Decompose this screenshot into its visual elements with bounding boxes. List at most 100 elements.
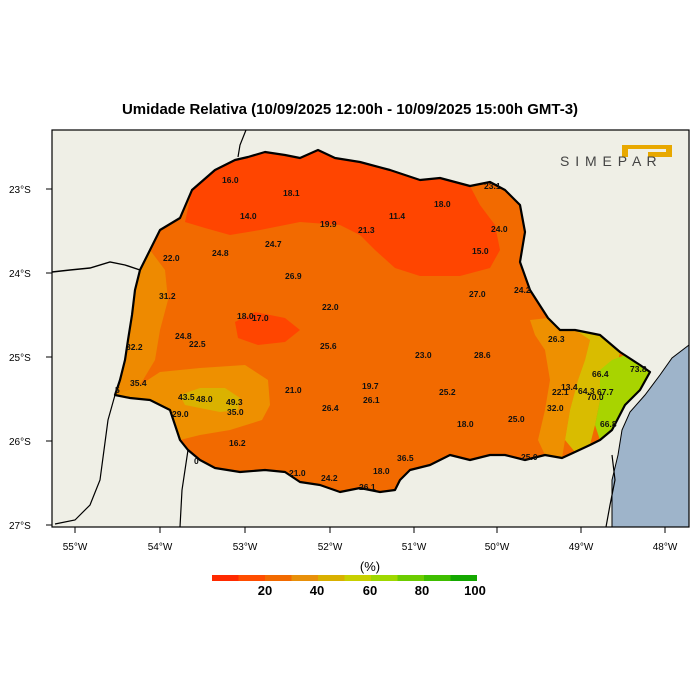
station-value: 64.3 [578,386,595,396]
station-value: 70.0 [587,392,604,402]
station-value: 25.6 [320,341,337,351]
lon-label: 49°W [569,542,594,553]
station-value: 48.0 [196,394,213,404]
colorbar-swatch [318,575,345,581]
station-value: 24.0 [491,224,508,234]
station-value: 24.8 [212,248,229,258]
station-value: 25.0 [508,414,525,424]
station-value: 21.3 [358,225,375,235]
station-value: 22.5 [189,339,206,349]
neighbor-border-south [179,449,189,528]
lon-label: 54°W [148,542,173,553]
parana-state [115,150,650,492]
station-value: 18.0 [237,311,254,321]
station-value: 19.9 [320,219,337,229]
station-value: 19.7 [362,381,379,391]
simepar-logo: S I M E P A R [560,145,672,169]
station-value: 73.8 [630,364,647,374]
colorbar-swatch [450,575,477,581]
station-value: 22.1 [552,387,569,397]
station-value: 24.2 [514,285,531,295]
colorbar-label: 100 [464,583,486,598]
region-north-low [185,150,500,276]
station-value: 24.7 [265,239,282,249]
station-value: 26.4 [322,403,339,413]
colorbar-label: 60 [363,583,377,598]
colorbar-swatch [291,575,318,581]
station-value: 25.0 [521,452,538,462]
station-value: 18.1 [283,188,300,198]
colorbar-labels: 20 40 60 80 100 [258,583,486,598]
colorbar-swatch [397,575,424,581]
station-values: 16.0 18.1 14.0 19.9 21.3 11.4 18.0 23.1 … [115,175,647,492]
station-value: 28.6 [474,350,491,360]
neighbor-border-southwest [54,394,116,525]
station-value: 24.8 [175,331,192,341]
region-east-yellow [565,330,620,452]
station-value: 21.0 [289,468,306,478]
colorbar [212,575,477,581]
map-title: Umidade Relativa (10/09/2025 12:00h - 10… [121,101,579,118]
logo-text: S I M E P A R [560,153,658,169]
lon-label: 53°W [233,542,258,553]
station-value: 31.2 [159,291,176,301]
station-value: 16.0 [222,175,239,185]
neighbor-border-north [237,129,247,158]
colorbar-label: 20 [258,583,272,598]
lat-label: 26°S [9,437,31,448]
station-value: 43.5 [178,392,195,402]
lon-label: 50°W [485,542,510,553]
lon-label: 51°W [402,542,427,553]
station-value: 22.0 [322,302,339,312]
station-value: 11.4 [389,211,405,221]
station-value: 26.3 [548,334,565,344]
colorbar-swatch [344,575,371,581]
station-value: 66.4 [592,369,609,379]
state-border [113,148,652,494]
colorbar-swatch [212,575,239,581]
coastline [611,344,690,527]
station-value: 35.4 [130,378,147,388]
lat-label: 27°S [9,521,31,532]
colorbar-swatch [265,575,292,581]
station-value: 26.9 [285,271,302,281]
lon-label: 55°W [63,542,88,553]
region-east-mid [530,318,590,458]
neighbor-border-west [51,261,141,273]
region-southwest-yellow [180,388,240,412]
station-value: 27.0 [469,289,486,299]
station-value: 23.0 [415,350,432,360]
lon-label: 48°W [653,542,678,553]
station-value: 24.2 [321,473,338,483]
colorbar-unit: (%) [359,559,381,574]
lat-label: 25°S [9,353,31,364]
station-value: 35.0 [227,407,244,417]
station-value: 22.0 [163,253,180,263]
station-value: 0 [194,456,199,466]
station-value: 23.1 [484,181,501,191]
station-value: 66.8 [600,419,617,429]
station-value: 18.0 [373,466,390,476]
station-value: 16.2 [229,438,246,448]
region-center-low [235,312,300,345]
station-value: 67.7 [597,387,614,397]
region-coast-green [595,355,650,440]
station-value: 21.0 [285,385,302,395]
lon-label: 52°W [318,542,343,553]
map-frame [51,129,690,528]
colorbar-swatch [238,575,265,581]
station-value: 26.1 [359,482,376,492]
station-value: 36.5 [397,453,414,463]
station-value: 49.3 [226,397,243,407]
ocean [612,345,689,527]
station-value: 15.0 [472,246,489,256]
lat-label: 23°S [9,185,31,196]
region-west [115,250,168,395]
colorbar-label: 40 [310,583,324,598]
lat-label: 24°S [9,269,31,280]
station-value: 18.0 [434,199,451,209]
station-value: 26.1 [363,395,380,405]
colorbar-swatch [371,575,398,581]
station-value: 25.2 [439,387,456,397]
